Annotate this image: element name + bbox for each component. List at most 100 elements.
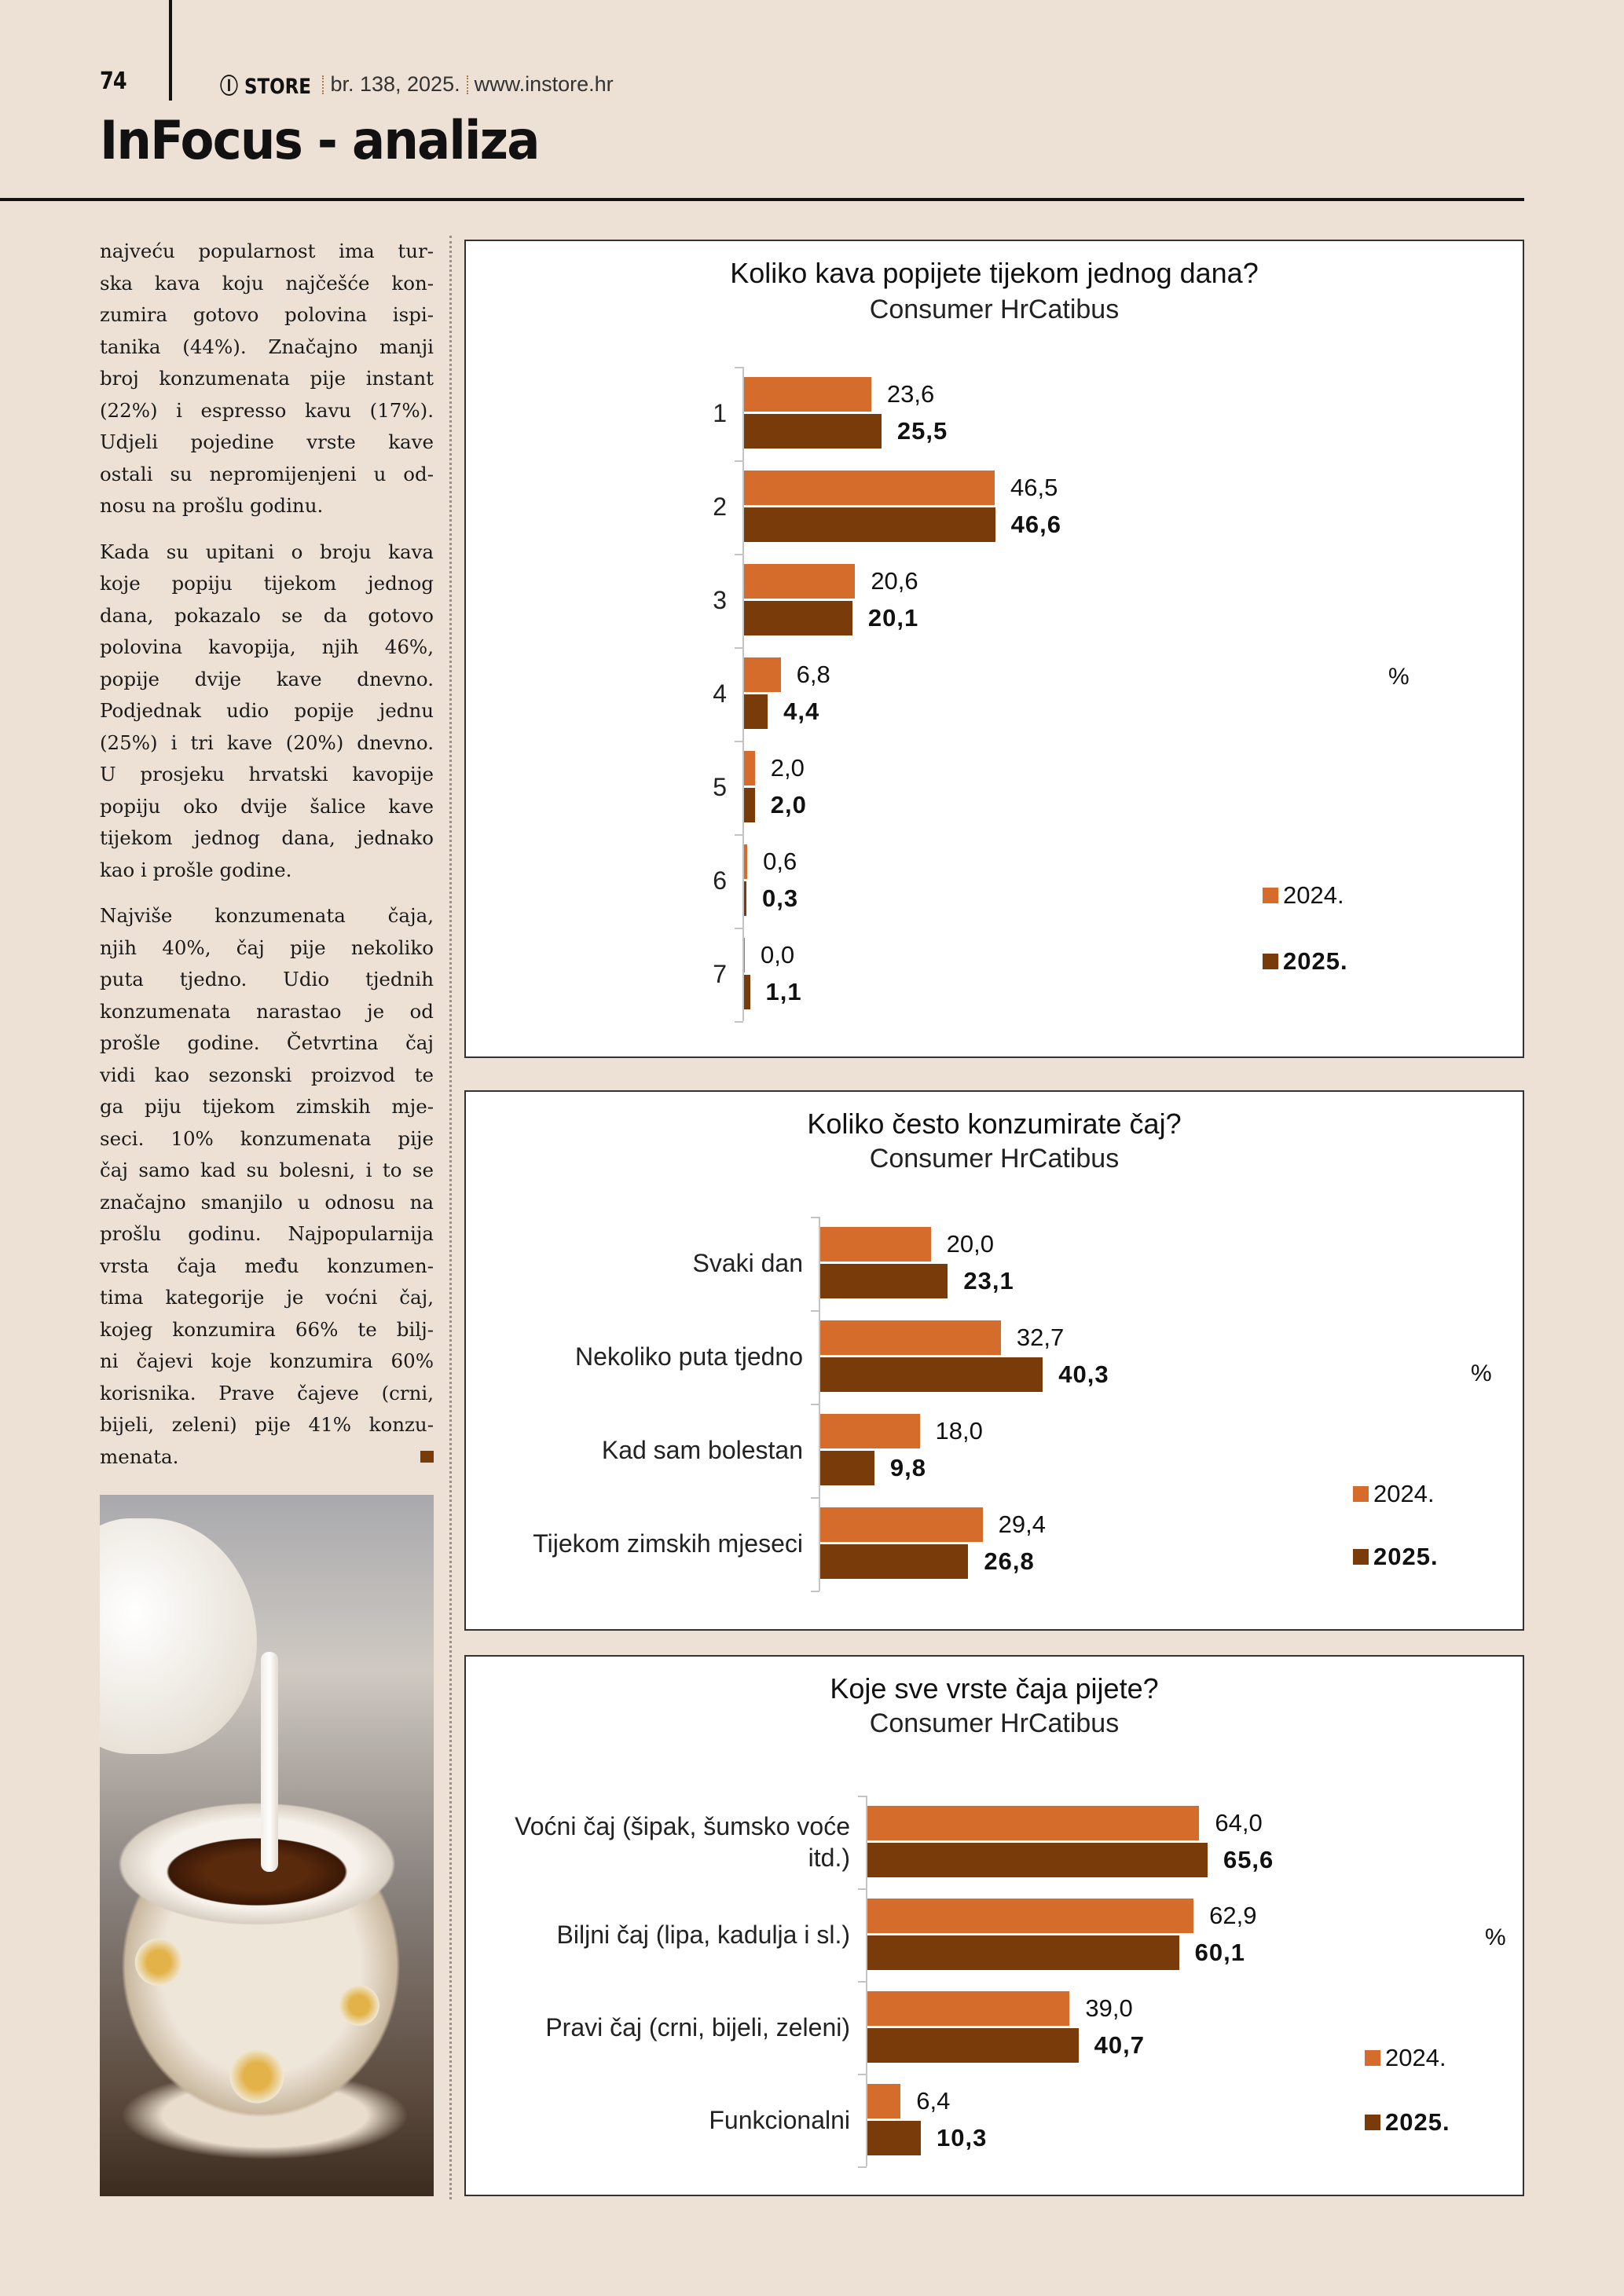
text-line: njih 40%, čaj pije nekoliko [100, 936, 434, 959]
legend-label: 2024. [1373, 1480, 1435, 1507]
axis-tick [735, 740, 743, 742]
instore-logo: Ⓘ STORE [220, 75, 311, 99]
bar-2024 [867, 1806, 1200, 1840]
data-label: 18,0 [935, 1417, 983, 1445]
column-divider [449, 236, 452, 2199]
axis-tick [735, 366, 743, 368]
milk-jug [100, 1518, 257, 1754]
text-line: značajno smanjilo u odnosu na [100, 1190, 434, 1214]
chart-subtitle: Consumer HrCatibus [869, 1708, 1120, 1738]
data-label: 0,6 [763, 848, 797, 875]
legend-item: 2025. [1365, 2108, 1450, 2137]
text-line: koje popiju tijekom jednog [100, 572, 434, 595]
data-label: 32,7 [1016, 1324, 1065, 1351]
data-label: 65,6 [1223, 1846, 1274, 1873]
legend-label: 2024. [1385, 2044, 1446, 2071]
category-label: 6 [713, 866, 727, 895]
bar-2025 [867, 2028, 1079, 2063]
bar-2024 [744, 844, 748, 879]
website-link[interactable]: www.instore.hr [474, 72, 614, 96]
category-axis [819, 1216, 820, 1591]
separator [466, 75, 468, 94]
legend-swatch [1365, 2050, 1380, 2066]
section-title: InFocus - analiza [100, 110, 540, 172]
bar-2024 [820, 1507, 983, 1542]
article-paragraph: najveću popularnost ima tur-ska kava koj… [100, 236, 434, 522]
category-label: Kad sam bolestan [601, 1436, 803, 1464]
chart-tea-types: Koje sve vrste čaja pijete? Consumer HrCa… [464, 1655, 1524, 2196]
legend-swatch [1353, 1486, 1369, 1502]
axis-tick [858, 1888, 867, 1890]
bar-2025 [744, 507, 995, 542]
bar-2024 [820, 1414, 920, 1448]
data-label: 2,0 [770, 791, 807, 818]
text-line: tanika (44%). Značajno manji [100, 335, 434, 358]
header-divider [169, 0, 172, 101]
chart-title: Koliko kava popijete tijekom jednog dana… [730, 257, 1259, 289]
data-label: 10,3 [936, 2124, 988, 2151]
text-line: zumira gotovo polovina ispi- [100, 303, 434, 326]
category-label: Funkcionalni [709, 2106, 850, 2134]
unit-label: % [1485, 1924, 1506, 1950]
bar-2025 [744, 601, 852, 635]
bar-2025 [744, 788, 755, 822]
legend-swatch [1365, 2115, 1380, 2130]
unit-label: % [1471, 1360, 1492, 1386]
legend-item: 2024. [1263, 881, 1344, 910]
legend-label: 2025. [1373, 1543, 1439, 1570]
header-rule [0, 198, 1524, 201]
axis-tick [858, 2166, 867, 2168]
text-line: broj konzumenata pije instant [100, 367, 434, 390]
data-label: 9,8 [889, 1454, 926, 1481]
tea-photo [100, 1495, 434, 2196]
text-line: ga piju tijekom zimskih mje- [100, 1095, 434, 1118]
category-label: Biljni čaj (lipa, kadulja i sl.) [556, 1921, 850, 1949]
text-line: tima kategorije je voćni čaj, [100, 1286, 434, 1309]
text-line: (25%) i tri kave (20%) dnevno. [100, 731, 434, 754]
bar-2025 [820, 1451, 874, 1485]
axis-tick [858, 1981, 867, 1983]
axis-tick [735, 646, 743, 649]
legend-item: 2025. [1353, 1543, 1439, 1571]
category-label: 2 [713, 493, 727, 521]
chart-title: Koje sve vrste čaja pijete? [830, 1672, 1159, 1705]
cup-flower [131, 1935, 186, 1990]
data-label: 6,8 [796, 661, 830, 688]
milk-stream [261, 1652, 278, 1872]
bar-2025 [820, 1544, 969, 1579]
axis-tick [811, 1403, 819, 1405]
data-label: 46,5 [1010, 474, 1058, 501]
data-label: 6,4 [916, 2087, 951, 2115]
bar-2025 [867, 1843, 1208, 1877]
data-label: 20,0 [946, 1230, 994, 1258]
axis-tick [811, 1590, 819, 1592]
text-line: polovina kavopija, njih 46%, [100, 635, 434, 658]
unit-label: % [1388, 664, 1410, 690]
axis-tick [735, 460, 743, 462]
text-line: (22%) i espresso kavu (17%). [100, 398, 434, 422]
data-label: 0,0 [761, 941, 795, 969]
data-label: 39,0 [1085, 1994, 1133, 2022]
category-label: Svaki dan [692, 1249, 803, 1277]
category-label: 5 [713, 773, 727, 801]
data-label: 0,3 [762, 884, 799, 912]
data-label: 46,6 [1010, 511, 1062, 538]
chart-tea-frequency: Koliko često konzumirate čaj? Consumer Hr… [464, 1090, 1524, 1631]
text-line: popije dvije kave dnevno. [100, 667, 434, 690]
legend-item: 2024. [1353, 1480, 1435, 1508]
bar-2025 [820, 1357, 1043, 1392]
data-label: 29,4 [998, 1511, 1047, 1538]
data-label: 64,0 [1215, 1809, 1263, 1836]
axis-tick [858, 1796, 867, 1797]
bar-2024 [744, 564, 856, 599]
category-label: 4 [713, 679, 727, 708]
bar-2024 [867, 1899, 1194, 1933]
text-line: ska kava koju najčešće kon- [100, 271, 434, 295]
text-line: U prosjeku hrvatski kavopije [100, 763, 434, 785]
text-line: seci. 10% konzumenata pije [100, 1126, 434, 1150]
category-label: Pravi čaj (crni, bijeli, zeleni) [545, 2013, 850, 2041]
axis-tick [735, 833, 743, 836]
category-label: 3 [713, 586, 727, 614]
data-label: 40,7 [1094, 2031, 1145, 2059]
text-line: vrsta čaja među konzumen- [100, 1254, 434, 1277]
